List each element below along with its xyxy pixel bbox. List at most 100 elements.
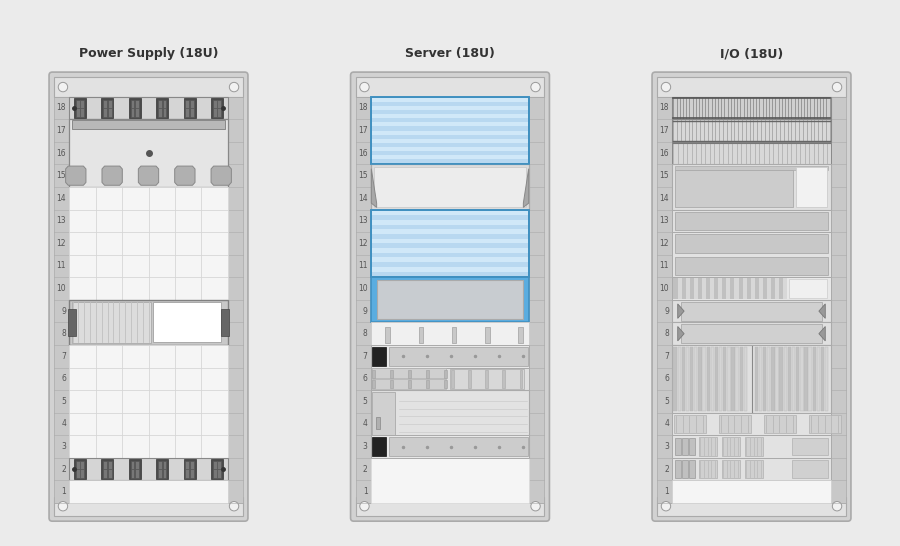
Bar: [706, 278, 710, 299]
Bar: [372, 135, 528, 139]
Bar: [158, 470, 162, 478]
Bar: [372, 392, 395, 456]
Bar: [674, 166, 829, 170]
Bar: [202, 232, 228, 254]
Bar: [672, 323, 831, 345]
Bar: [689, 438, 696, 455]
Text: 10: 10: [660, 284, 670, 293]
Polygon shape: [102, 166, 122, 185]
Bar: [723, 347, 726, 411]
Bar: [792, 460, 829, 478]
Bar: [68, 309, 76, 336]
Bar: [657, 497, 846, 516]
Bar: [158, 461, 162, 469]
Text: 8: 8: [61, 329, 67, 338]
Bar: [108, 108, 112, 117]
Text: 5: 5: [61, 397, 67, 406]
Text: 16: 16: [660, 149, 670, 158]
Bar: [706, 347, 710, 411]
Bar: [175, 232, 202, 254]
Bar: [672, 435, 831, 458]
Bar: [718, 278, 723, 299]
Bar: [95, 367, 122, 390]
Bar: [80, 99, 85, 108]
Bar: [809, 415, 842, 433]
Bar: [175, 187, 202, 210]
Bar: [190, 108, 194, 117]
Bar: [742, 278, 747, 299]
Bar: [129, 98, 140, 118]
Bar: [376, 417, 381, 429]
Bar: [672, 97, 831, 503]
Bar: [726, 278, 731, 299]
Bar: [674, 460, 680, 478]
Bar: [672, 300, 831, 323]
Bar: [426, 380, 428, 388]
Bar: [373, 370, 375, 377]
Bar: [674, 438, 680, 455]
Bar: [371, 164, 529, 210]
Text: 3: 3: [363, 442, 368, 451]
Bar: [69, 435, 95, 458]
Bar: [202, 254, 228, 277]
Bar: [163, 461, 166, 469]
Bar: [211, 98, 223, 118]
Bar: [674, 234, 829, 253]
Bar: [657, 97, 672, 503]
Text: 5: 5: [363, 397, 368, 406]
Text: 13: 13: [358, 216, 368, 225]
Text: 10: 10: [358, 284, 368, 293]
Bar: [783, 278, 788, 299]
Bar: [788, 347, 791, 411]
Bar: [108, 461, 112, 469]
Bar: [821, 347, 824, 411]
Bar: [723, 278, 726, 299]
Bar: [95, 254, 122, 277]
Text: 13: 13: [660, 216, 670, 225]
Polygon shape: [524, 169, 528, 207]
Bar: [372, 151, 528, 155]
Bar: [185, 461, 189, 469]
Bar: [371, 97, 529, 503]
Text: 11: 11: [358, 262, 368, 270]
Text: 18: 18: [358, 104, 368, 112]
Bar: [122, 254, 148, 277]
Bar: [702, 278, 706, 299]
Bar: [444, 370, 446, 377]
Bar: [672, 345, 831, 413]
Bar: [681, 324, 822, 343]
Bar: [657, 78, 846, 97]
Bar: [672, 480, 831, 503]
Bar: [185, 99, 189, 108]
Bar: [763, 347, 766, 411]
Bar: [735, 347, 739, 411]
Bar: [104, 99, 107, 108]
Bar: [372, 110, 528, 114]
Bar: [135, 461, 140, 469]
Bar: [153, 302, 221, 342]
Bar: [678, 347, 681, 411]
Bar: [372, 98, 528, 102]
Bar: [356, 78, 544, 97]
Bar: [371, 277, 529, 323]
Text: Server (18U): Server (18U): [405, 48, 495, 61]
Bar: [789, 279, 827, 298]
Text: 11: 11: [660, 262, 670, 270]
Text: 14: 14: [358, 194, 368, 203]
Bar: [212, 108, 217, 117]
Bar: [95, 232, 122, 254]
Bar: [372, 368, 446, 378]
Bar: [212, 470, 217, 478]
Circle shape: [832, 502, 842, 511]
Text: 4: 4: [664, 419, 670, 429]
Bar: [175, 254, 202, 277]
Bar: [80, 461, 85, 469]
Text: 2: 2: [363, 465, 368, 473]
Bar: [673, 278, 678, 299]
Circle shape: [662, 82, 670, 92]
Bar: [672, 413, 831, 435]
Bar: [211, 459, 223, 479]
Bar: [792, 347, 796, 411]
Bar: [698, 347, 702, 411]
Bar: [372, 118, 528, 122]
